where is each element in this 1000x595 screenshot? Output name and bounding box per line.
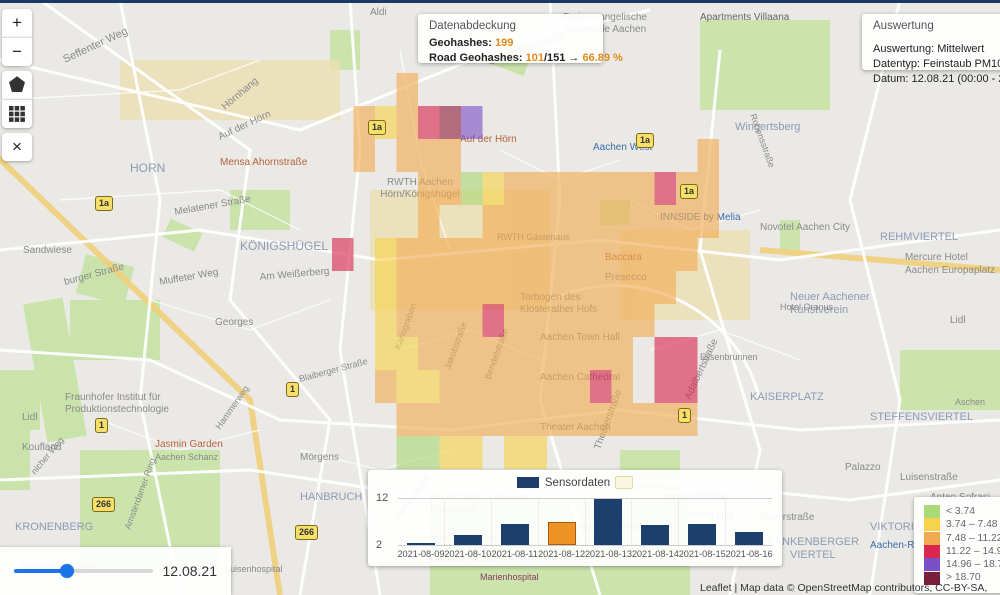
svg-text:Lidl: Lidl [22,412,38,423]
svg-text:Fraunhofer Institut für: Fraunhofer Institut für [65,392,161,403]
svg-text:Mörgens: Mörgens [300,452,339,463]
svg-text:KRONENBERG: KRONENBERG [15,521,93,533]
svg-text:Palazzo: Palazzo [845,462,881,473]
svg-text:VIERTEL: VIERTEL [790,549,836,561]
svg-text:Hotel Oranus: Hotel Oranus [780,302,834,312]
svg-text:KÖNIGSHÜGEL: KÖNIGSHÜGEL [240,239,328,253]
svg-text:Wingertsberg: Wingertsberg [735,121,800,133]
svg-text:Jasmin Garden: Jasmin Garden [155,439,223,450]
svg-text:Mensa Ahornstraße: Mensa Ahornstraße [220,157,308,168]
svg-text:Aachen-R: Aachen-R [870,540,914,551]
svg-text:STEFFENSVIERTEL: STEFFENSVIERTEL [870,411,973,423]
svg-text:Aschen: Aschen [955,397,985,407]
svg-text:Marienhospital: Marienhospital [480,572,539,582]
svg-text:Aachen Schanz: Aachen Schanz [155,452,219,462]
svg-text:Luisenhospital: Luisenhospital [225,564,283,574]
svg-text:Apartments Villaana: Apartments Villaana [700,12,790,23]
svg-text:Aachen Europaplatz: Aachen Europaplatz [905,265,995,276]
svg-text:Lidl: Lidl [950,315,966,326]
svg-text:Sandwiese: Sandwiese [23,245,72,256]
svg-text:Georges: Georges [215,317,253,328]
svg-text:Produktionstechnologie: Produktionstechnologie [65,404,169,415]
svg-text:REHMVIERTEL: REHMVIERTEL [880,231,958,243]
svg-text:Aldi: Aldi [370,7,387,18]
svg-text:Luisenstraße: Luisenstraße [900,472,958,483]
svg-text:Novotel Aachen City: Novotel Aachen City [760,222,850,233]
svg-text:Mercure Hotel: Mercure Hotel [905,252,968,263]
svg-text:HANBRUCH: HANBRUCH [300,491,362,503]
svg-text:HORN: HORN [130,161,165,175]
svg-text:KAISERPLATZ: KAISERPLATZ [750,391,824,403]
